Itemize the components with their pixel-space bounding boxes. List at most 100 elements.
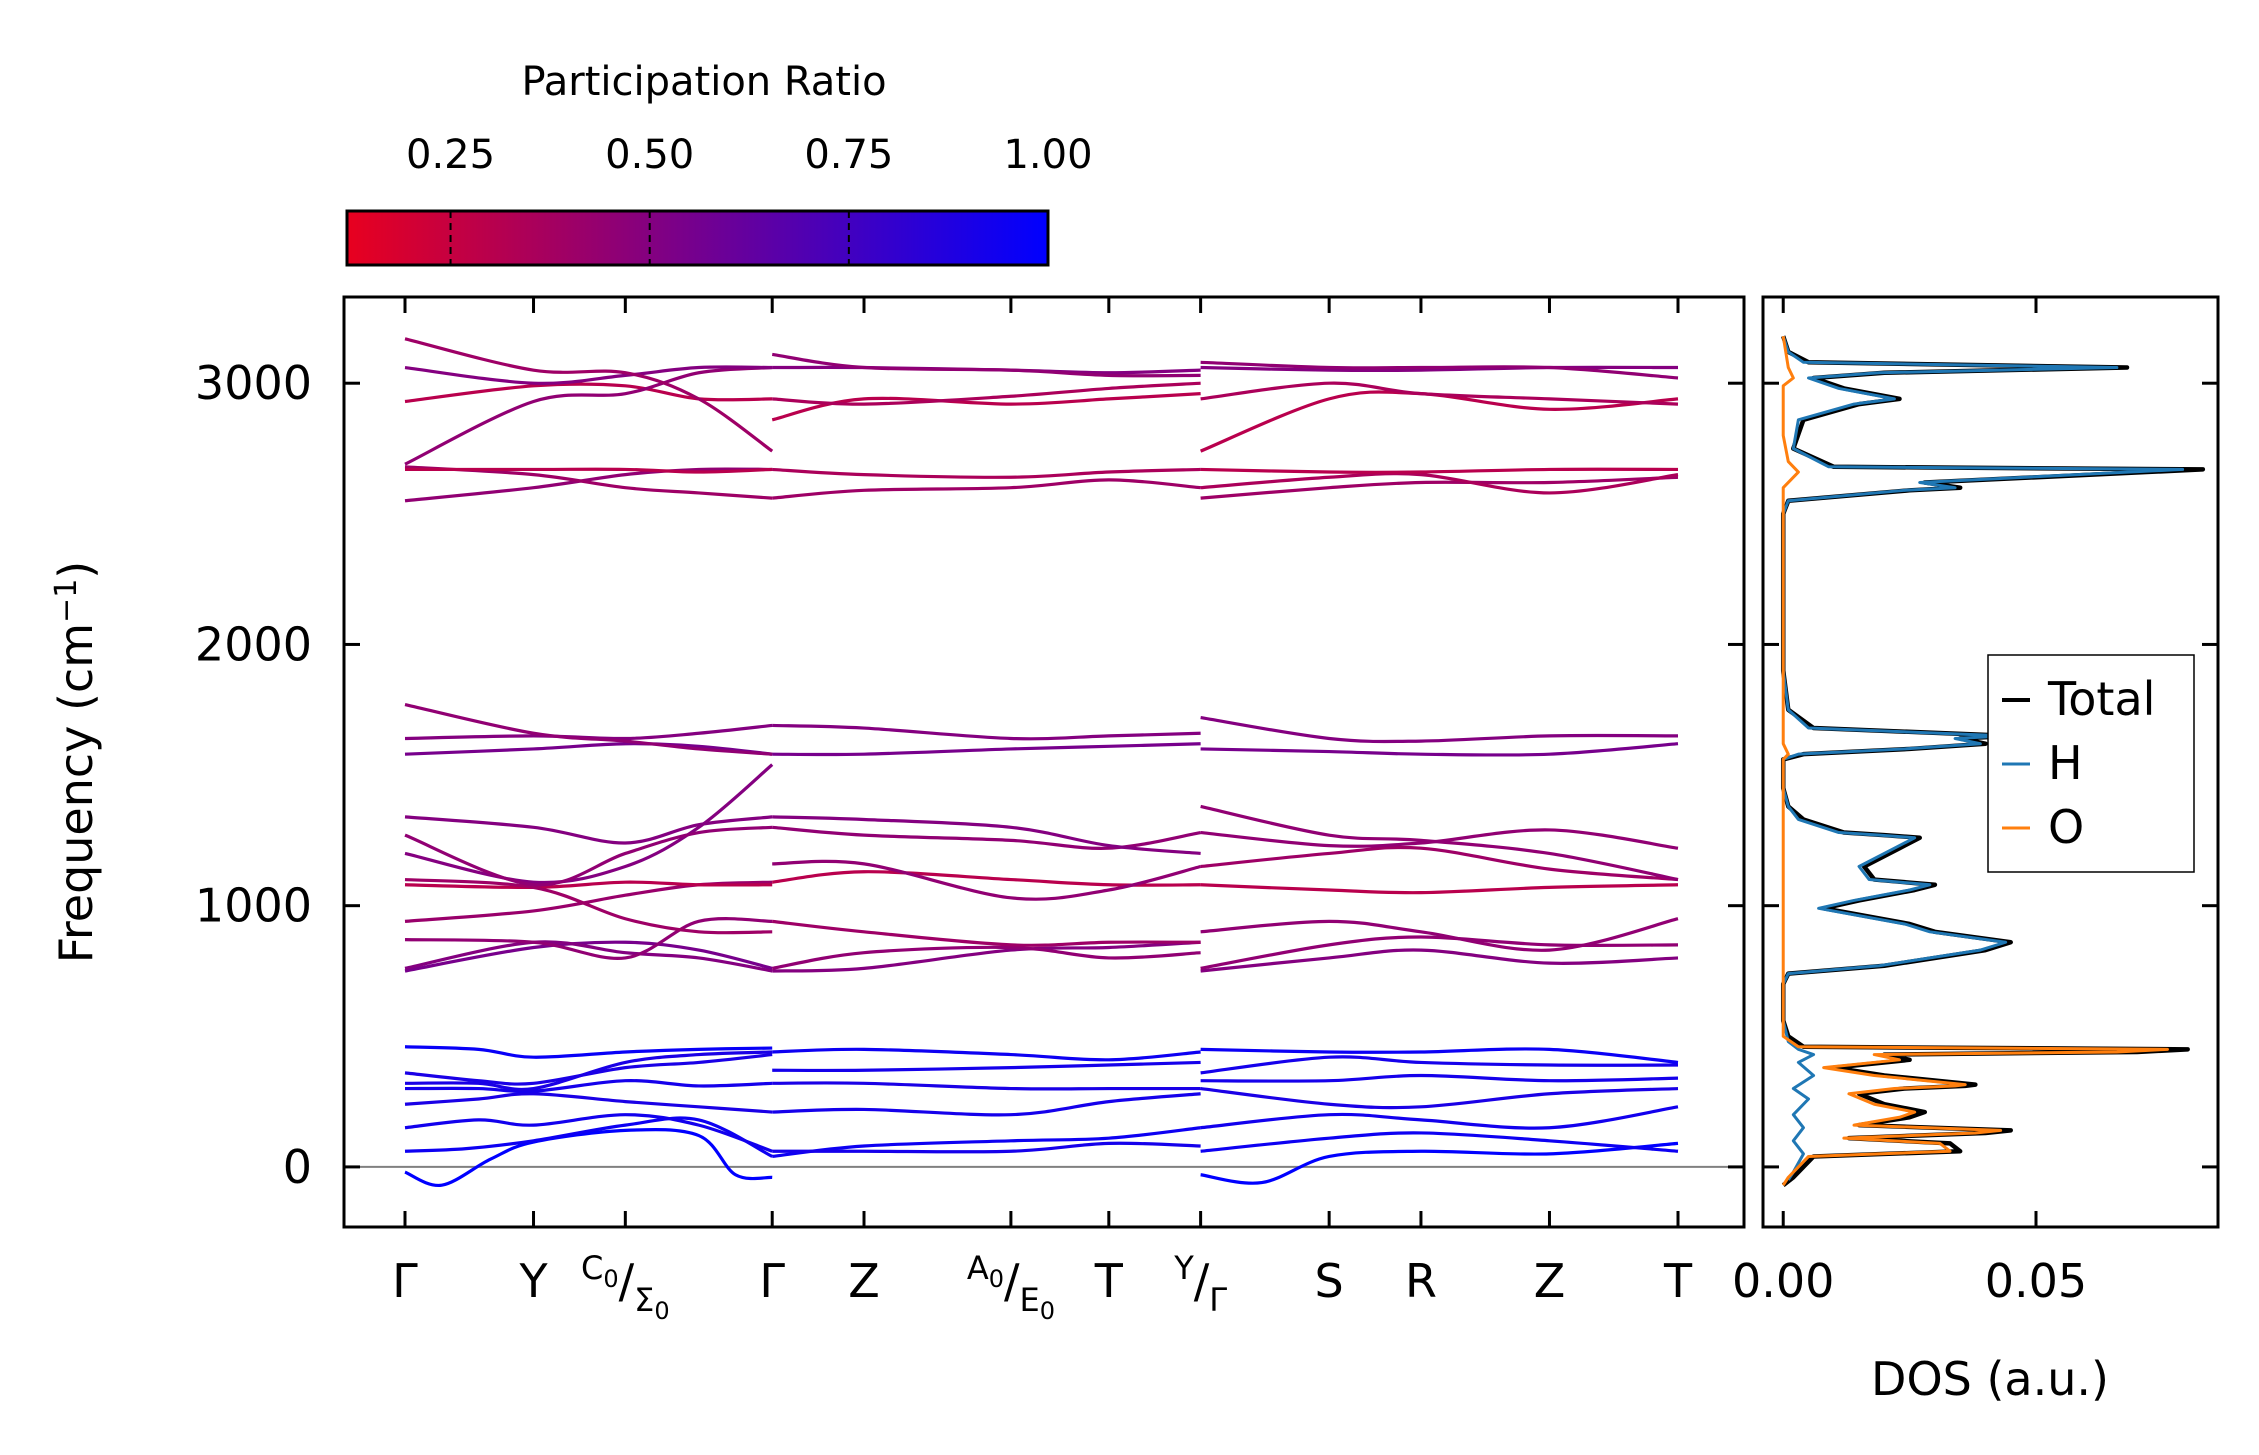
band-mid-pr-22 (1200, 935, 1679, 970)
band-high-pr-16 (1200, 1105, 1679, 1130)
band-high-pr-20 (1200, 1047, 1679, 1065)
band-mid-pr-20 (772, 723, 1201, 741)
y-tick-label: 1000 (195, 879, 312, 933)
band-mid-pr-8 (404, 815, 773, 845)
svg-text:Frequency (cm−1): Frequency (cm−1) (49, 561, 103, 964)
band-mid-pr-23 (1200, 917, 1679, 952)
k-point-label: Z (848, 1254, 880, 1308)
legend-label-total: Total (2047, 672, 2155, 726)
band-mid-pr-12 (772, 940, 1201, 973)
band-high-pr-12 (772, 1060, 1201, 1073)
band-high-pr-0 (404, 1127, 773, 1187)
band-high-pr-15 (1200, 1131, 1679, 1153)
band-mid-pr-29 (1200, 716, 1679, 744)
k-point-label: Γ (759, 1254, 785, 1308)
band-mid-pr-10 (404, 723, 773, 741)
dos-legend: Total HO (1987, 654, 2195, 873)
dos-series-h (1781, 335, 2185, 1181)
k-point-label: S (1315, 1254, 1344, 1308)
colorbar-title: Participation Ratio (521, 59, 886, 105)
band-mid-pr-2 (404, 917, 773, 961)
band-low-pr-17 (1200, 381, 1679, 406)
band-low-pr-10 (772, 381, 1201, 406)
band-mid-pr-26 (1200, 828, 1679, 850)
band-high-pr-9 (772, 1141, 1201, 1154)
k-point-label: Y (518, 1254, 548, 1308)
band-low-pr-12 (771, 352, 1201, 378)
band-high-pr-10 (772, 1092, 1201, 1117)
colorbar: Participation Ratio 0.25 0.50 0.75 1.00 (345, 59, 1093, 267)
y-tick-label: 0 (283, 1140, 312, 1194)
dos-series-o (1781, 335, 2169, 1187)
band-high-pr-3 (404, 1092, 773, 1114)
band-low-pr-19 (1200, 360, 1679, 380)
dos-x-tick-label: 0.00 (1732, 1254, 1834, 1308)
colorbar-tick-label: 0.75 (804, 132, 893, 178)
band-high-pr-18 (1200, 1073, 1679, 1083)
band-mid-pr-24 (1200, 883, 1679, 895)
band-mid-pr-13 (771, 945, 1201, 970)
band-high-pr-6 (404, 1052, 773, 1086)
band-mid-pr-9 (404, 742, 773, 756)
band-high-pr-13 (772, 1047, 1201, 1062)
y-axis-label: Frequency (cm−1) (49, 561, 103, 964)
band-low-pr-4 (404, 365, 773, 466)
band-low-pr-0 (404, 467, 773, 503)
band-high-pr-1 (404, 1116, 773, 1158)
y-axis-label-close: ) (49, 561, 103, 579)
band-low-pr-7 (772, 478, 1201, 500)
band-low-pr-2 (405, 467, 773, 474)
k-point-label: Z (1534, 1254, 1566, 1308)
band-mid-pr-18 (772, 815, 1201, 856)
k-point-label: Y/Γ (1173, 1249, 1227, 1319)
y-tick-label: 3000 (195, 356, 312, 410)
k-point-label: A0/E0 (967, 1249, 1055, 1325)
band-high-pr-2 (404, 1113, 773, 1153)
band-mid-pr-21 (1200, 948, 1679, 973)
y-axis-label-text: Frequency (cm (49, 623, 103, 963)
y-tick-label: 2000 (195, 617, 312, 671)
band-mid-pr-14 (772, 919, 1201, 947)
band-structure-plot: 0 1000 2000 3000 Γ Y C0/Σ0 Γ Z A0/E0 T Y/Γ S R Z T Fre… (49, 295, 1746, 1325)
band-high-pr-17 (1200, 1086, 1679, 1110)
dos-x-axis-label: DOS (a.u.) (1871, 1352, 2109, 1406)
band-low-pr-14 (1200, 472, 1679, 495)
band-low-pr-6 (404, 337, 774, 453)
band-mid-pr-7 (404, 825, 773, 887)
band-low-pr-8 (772, 467, 1201, 479)
band-high-pr-19 (1200, 1055, 1679, 1075)
band-mid-pr-0 (404, 940, 773, 973)
band-mid-pr-3 (404, 880, 773, 923)
band-mid-pr-5 (404, 877, 773, 935)
dos-plot: 0.00 0.05 DOS (a.u.) Total HO (1732, 295, 2220, 1406)
k-point-label: Γ (392, 1254, 418, 1308)
band-mid-pr-28 (1200, 742, 1679, 757)
band-mid-pr-27 (1200, 804, 1679, 882)
band-high-pr-8 (772, 1126, 1201, 1159)
band-high-pr-11 (772, 1081, 1201, 1091)
k-point-label: R (1405, 1254, 1437, 1308)
band-low-pr-13 (1200, 475, 1679, 500)
band-mid-pr-1 (404, 940, 773, 973)
band-mid-pr-11 (404, 702, 773, 756)
legend-label-h: H (2048, 736, 2083, 790)
band-mid-pr-4 (404, 880, 773, 890)
colorbar-gradient (345, 209, 1050, 267)
k-point-label: T (1094, 1254, 1124, 1308)
band-axes-frame (342, 295, 1746, 1229)
dos-axes-frame (1761, 295, 2220, 1229)
band-low-pr-15 (1200, 467, 1679, 474)
band-low-pr-5 (404, 365, 773, 385)
dos-x-tick-label: 0.05 (1985, 1254, 2087, 1308)
colorbar-tick-label: 0.50 (605, 132, 694, 178)
band-low-pr-3 (404, 382, 773, 404)
colorbar-tick-label: 1.00 (1003, 132, 1092, 178)
band-mid-pr-19 (772, 742, 1201, 757)
k-point-label: T (1663, 1254, 1693, 1308)
band-mid-pr-6 (404, 763, 774, 885)
k-point-label: C0/Σ0 (581, 1249, 670, 1325)
band-low-pr-18 (1200, 365, 1679, 373)
colorbar-tick-label: 0.25 (406, 132, 495, 178)
band-high-pr-14 (1200, 1141, 1679, 1185)
